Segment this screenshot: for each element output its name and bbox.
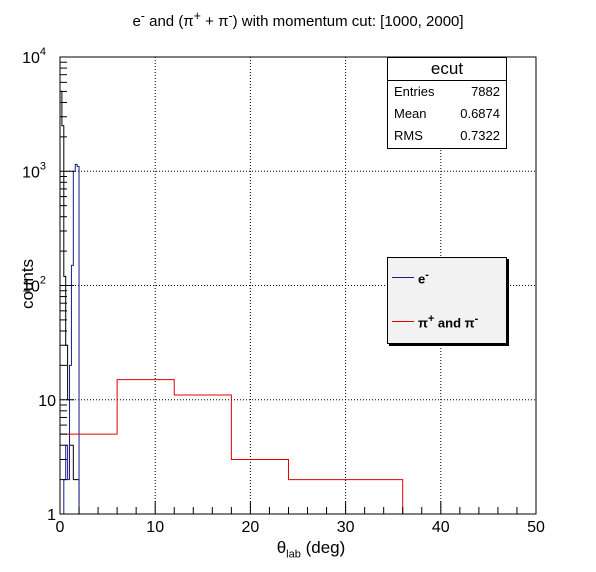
stats-row-rms: RMS 0.7322 bbox=[394, 128, 500, 143]
x-tick-label: 50 bbox=[527, 519, 545, 536]
x-tick-label: 40 bbox=[432, 519, 450, 536]
legend: e- π+ and π- bbox=[387, 257, 507, 344]
x-tick-label: 20 bbox=[242, 519, 260, 536]
y-tick-label: 102 bbox=[22, 275, 46, 296]
y-tick-label: 10 bbox=[38, 393, 56, 410]
x-tick-label: 0 bbox=[56, 519, 65, 536]
x-tick-label: 10 bbox=[146, 519, 164, 536]
y-axis-label: counts bbox=[18, 258, 37, 310]
legend-swatch-pion bbox=[392, 321, 414, 322]
legend-swatch-electron bbox=[392, 277, 414, 278]
legend-label-electron: e- bbox=[418, 269, 429, 287]
series-electron-line bbox=[60, 163, 81, 515]
stats-row-mean: Mean 0.6874 bbox=[394, 106, 500, 121]
legend-label-pion: π+ and π- bbox=[418, 313, 479, 331]
chart-title: e- and (π+ + π-) with momentum cut: [100… bbox=[132, 9, 464, 30]
stats-name: ecut bbox=[388, 58, 506, 81]
x-tick-label: 30 bbox=[337, 519, 355, 536]
legend-entry-electron: e- bbox=[388, 268, 506, 288]
stats-row-entries: Entries 7882 bbox=[394, 84, 500, 99]
series-pion-line bbox=[59, 379, 536, 515]
y-tick-label: 104 bbox=[22, 46, 46, 67]
x-axis-label: θlab (deg) bbox=[276, 538, 346, 561]
y-tick-label: 1 bbox=[47, 507, 56, 524]
stats-box: ecut Entries 7882 Mean 0.6874 RMS 0.7322 bbox=[387, 57, 507, 149]
legend-entry-pion: π+ and π- bbox=[388, 312, 506, 332]
y-tick-label: 103 bbox=[22, 160, 46, 181]
